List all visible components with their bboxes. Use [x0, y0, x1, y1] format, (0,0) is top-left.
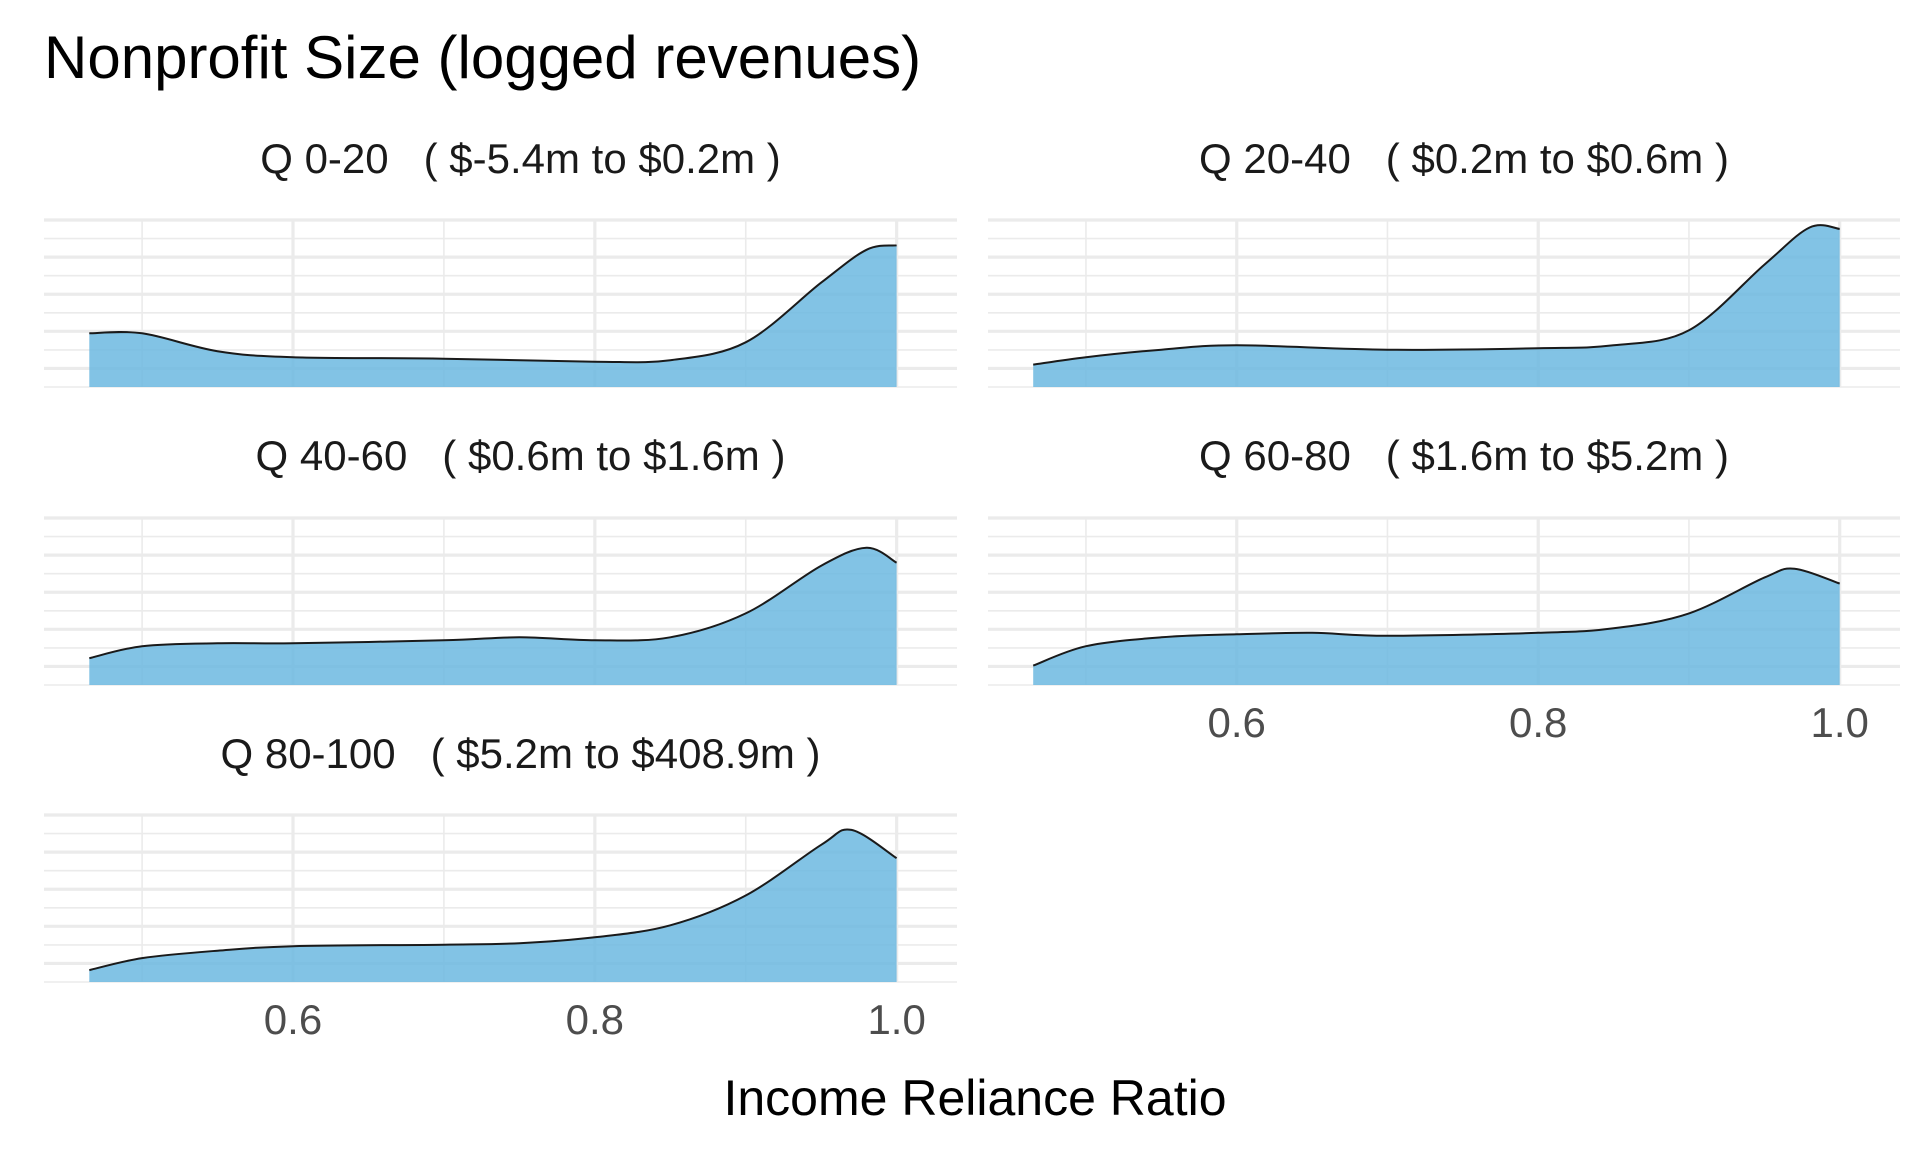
facet-strip-label: Q 0-20 ( $-5.4m to $0.2m ): [260, 135, 781, 182]
facet-panel: Q 80-100 ( $5.2m to $408.9m ) 0.6 0.8 1.0: [44, 730, 957, 1043]
density-area: [89, 245, 897, 387]
density-area: [1033, 568, 1840, 685]
facet-panels: Q 0-20 ( $-5.4m to $0.2m ) Q 20-40 ( $0.2…: [44, 135, 1900, 1043]
x-axis-label: Income Reliance Ratio: [723, 1070, 1226, 1126]
facet-panel: Q 20-40 ( $0.2m to $0.6m ): [988, 135, 1900, 388]
density-line: [1033, 224, 1840, 366]
chart-title: Nonprofit Size (logged revenues): [44, 24, 921, 91]
facet-strip-label: Q 20-40 ( $0.2m to $0.6m ): [1199, 135, 1729, 182]
density-area: [1033, 225, 1840, 387]
density-line: [89, 244, 897, 364]
density-line: [1032, 567, 1841, 667]
facet-strip-label: Q 40-60 ( $0.6m to $1.6m ): [256, 432, 786, 479]
density-line: [89, 828, 898, 972]
facet-panel: Q 0-20 ( $-5.4m to $0.2m ): [44, 135, 957, 388]
x-tick-label: 0.6: [1208, 699, 1266, 746]
x-tick-label: 0.8: [566, 996, 624, 1043]
density-line: [89, 546, 898, 660]
facet-panel: Q 60-80 ( $1.6m to $5.2m ) 0.6 0.8 1.0: [988, 432, 1900, 746]
x-tick-label: 1.0: [1811, 699, 1869, 746]
x-tick-label: 1.0: [867, 996, 925, 1043]
density-area: [89, 829, 897, 982]
facet-strip-label: Q 80-100 ( $5.2m to $408.9m ): [221, 730, 821, 777]
x-tick-label: 0.8: [1509, 699, 1567, 746]
facet-panel: Q 40-60 ( $0.6m to $1.6m ): [44, 432, 957, 686]
x-tick-label: 0.6: [264, 996, 322, 1043]
density-area: [89, 547, 897, 685]
facet-strip-label: Q 60-80 ( $1.6m to $5.2m ): [1199, 432, 1729, 479]
